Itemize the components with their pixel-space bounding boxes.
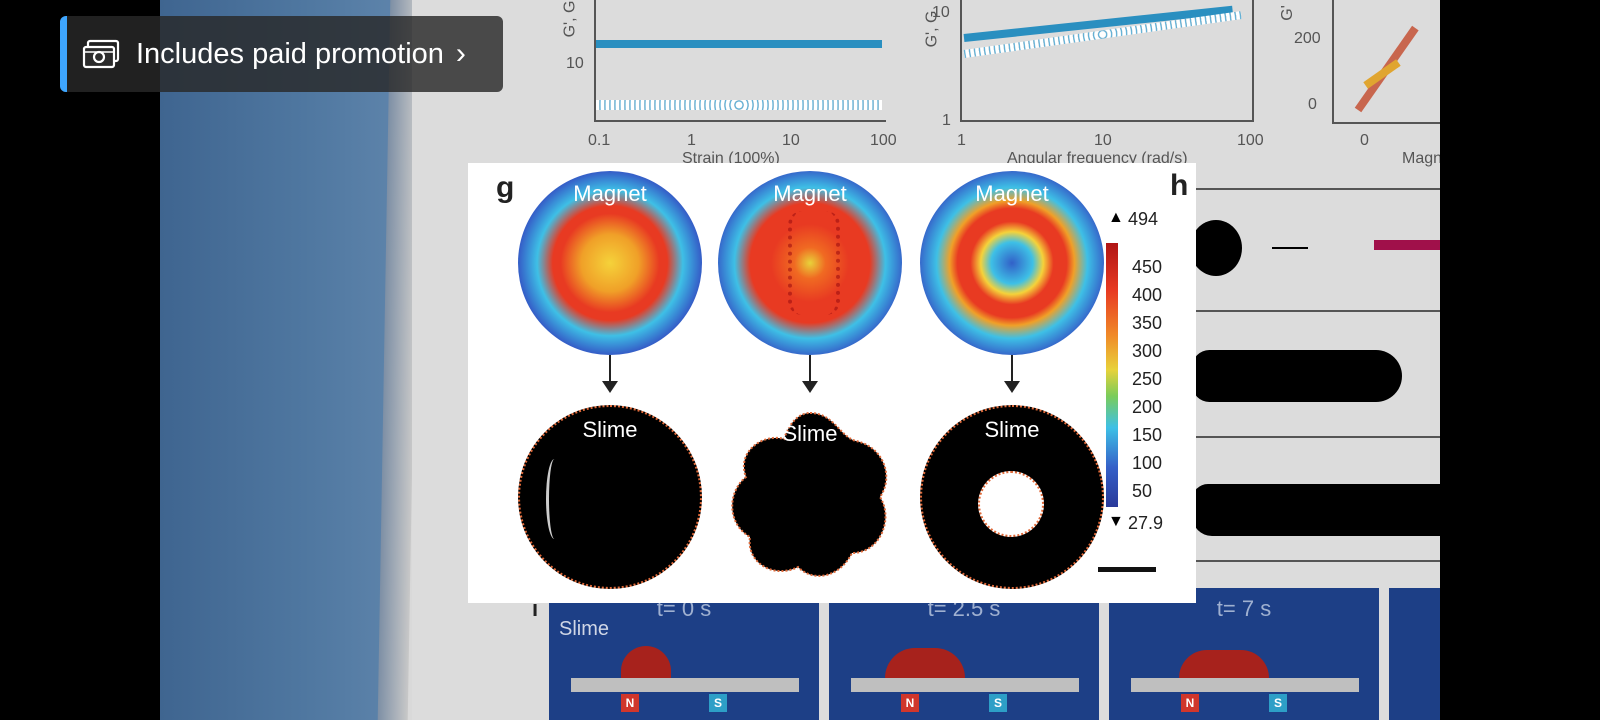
chart1-x-label: Strain (100%) [682,150,780,167]
promo-accent-bar [60,16,67,92]
chart3-y-label: G' [1278,5,1296,21]
video-frame[interactable]: G', G 10 0.1 1 10 100 Strain (100%) G', … [160,0,1440,720]
slime-label: Slime [984,417,1040,442]
panel-h-letter: h [1170,169,1189,202]
slime-disk-shape: Slime [518,405,702,589]
magnet-field-circle-ring: Magnet [920,171,1104,355]
colorbar-tick: 50 [1132,481,1153,501]
sim-frame-time: t= 7 s [1216,596,1272,621]
colorbar-tick: 150 [1132,425,1163,445]
chart-strain-axes [594,0,886,122]
colorbar-max-label: 494 [1128,209,1159,229]
colorbar-min-label: 27.9 [1128,513,1164,533]
chart2-x-tick: 10 [1094,132,1112,149]
slime-flower-shape: Slime [724,407,896,583]
blue-background-strip [160,0,400,720]
panel-h-row [1188,448,1440,562]
colorbar-tick: 200 [1132,397,1163,417]
colorbar-tick: 450 [1132,257,1163,277]
chart1-gdoubleprime-series [596,100,882,110]
chart2-x-label: Angular frequency (rad/s) [1007,150,1188,167]
chart-magnetic-axes [1332,0,1440,124]
down-arrow-icon [602,355,618,393]
magnet-label: Magnet [975,181,1049,206]
magnet-pole-s: S [989,694,1007,712]
chart3-y-tick: 200 [1294,30,1321,47]
slime-ring-hole [978,471,1044,537]
magnet-pole-s: S [1269,694,1287,712]
sim-frame-partial [1389,588,1440,720]
colorbar-min-triangle-icon: ▼ [1108,513,1124,530]
chart1-x-tick: 10 [782,132,800,149]
chart2-y-tick: 10 [932,4,950,21]
colorbar-tick: 100 [1132,453,1163,473]
magnet-field-circle-disk: Magnet [518,171,702,355]
chart1-x-tick: 1 [687,132,696,149]
magnet-label: Magnet [573,181,647,206]
sim-frame-t0: t= 0 s Slime N S [549,588,819,720]
panel-g-letter: g [496,171,515,204]
chart1-x-tick: 0.1 [588,132,611,149]
colorbar-tick: 350 [1132,313,1163,333]
magnet-label: Magnet [773,181,847,206]
paid-promotion-icon [82,39,120,69]
magnet-pole-n: N [1181,694,1199,712]
chart1-gprime-series [596,40,882,48]
slime-label: Slime [582,417,638,442]
chart2-x-tick: 100 [1237,132,1264,149]
paid-promotion-label: Includes paid promotion [136,37,444,70]
down-arrow-icon [1004,355,1020,393]
colorbar-tick: 300 [1132,341,1163,361]
chart1-x-tick: 100 [870,132,897,149]
slime-flower-icon [731,411,888,577]
chart2-x-tick: 1 [957,132,966,149]
chart3-x-label: Magn [1402,150,1440,167]
chart3-y-tick: 0 [1308,96,1317,113]
slime-label: Slime [782,421,838,446]
sim-frame-t25: t= 2.5 s N S [829,588,1099,720]
chart1-y-label: G', G [561,0,579,38]
chart2-y-tick: 1 [942,112,951,129]
colorbar-max-triangle-icon: ▲ [1108,209,1124,226]
paid-promotion-banner[interactable]: Includes paid promotion › [60,16,503,92]
chevron-right-icon: › [455,37,466,70]
chart1-y-tick: 10 [566,55,584,72]
magnet-field-circle-flower: Magnet [718,171,902,355]
slime-ring-shape: Slime [920,405,1104,589]
magnet-pole-s: S [709,694,727,712]
panel-h-row [1188,188,1440,312]
chart-frequency-axes [960,0,1254,122]
chart3-x-tick: 0 [1360,132,1369,149]
figure-popup-panel-g: g h Magnet Magnet Magnet Slime Slime [468,163,1196,603]
panel-i-letter: i [532,596,539,621]
sim-slime-label: Slime [559,618,610,640]
down-arrow-icon [802,355,818,393]
colorbar-gradient [1106,243,1118,507]
magnet-pole-n: N [901,694,919,712]
panel-h-row [1188,324,1440,438]
magnet-pole-n: N [621,694,639,712]
scale-bar [1098,567,1156,572]
colorbar-tick: 250 [1132,369,1163,389]
colorbar-tick: 400 [1132,285,1163,305]
sim-frame-t7: t= 7 s N S [1109,588,1379,720]
